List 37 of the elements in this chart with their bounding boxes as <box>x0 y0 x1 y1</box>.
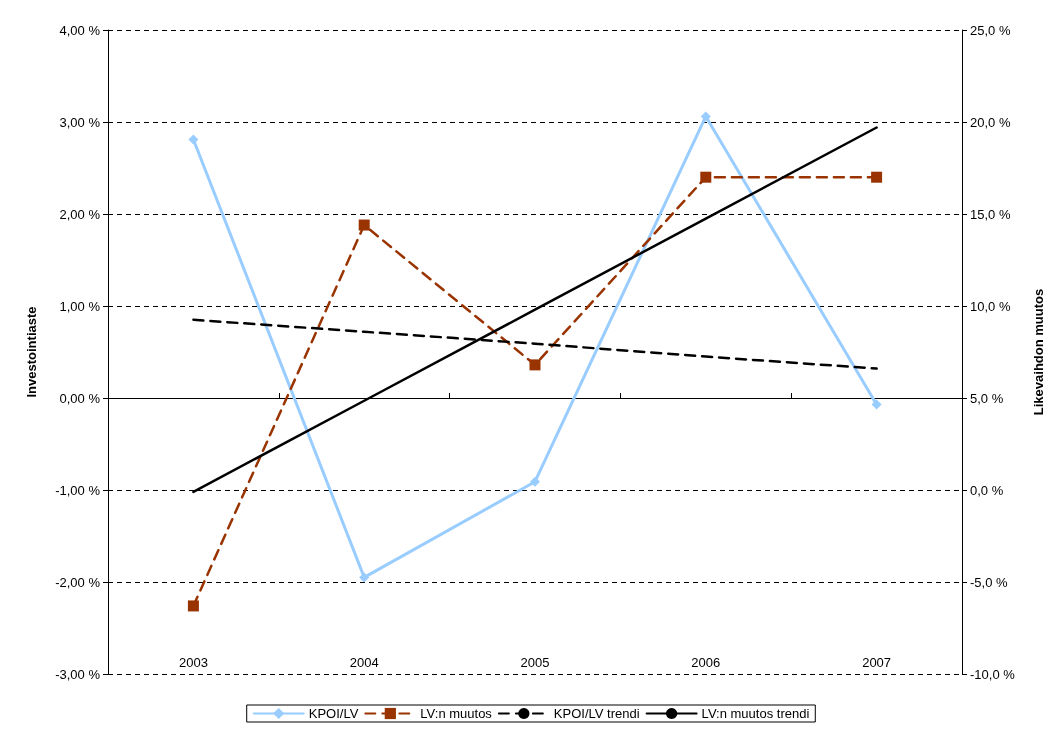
y-axis-title: Investointiaste <box>24 306 39 398</box>
point <box>700 111 711 122</box>
x-tick-label: 2005 <box>520 655 550 670</box>
y-tick-label: 0,00 % <box>59 390 101 406</box>
y2-tick-label: 25,0 % <box>970 22 1011 38</box>
x-tick-label: 2006 <box>691 655 721 670</box>
legend-label: LV:n muutos <box>420 706 493 721</box>
y-tick-label: -2,00 % <box>55 574 101 590</box>
y2-tick-label: -10,0 % <box>970 666 1016 682</box>
y2-tick-label: 0,0 % <box>970 482 1004 498</box>
point <box>871 171 883 183</box>
y-tick-label: -1,00 % <box>55 482 101 498</box>
legend-label: KPOI/LV trendi <box>553 706 640 721</box>
y-tick-label: 2,00 % <box>59 206 101 222</box>
point <box>188 134 199 145</box>
y-tick-label: 4,00 % <box>59 22 101 38</box>
y2-tick-label: 5,0 % <box>970 390 1004 406</box>
point <box>358 219 370 231</box>
y2-tick-label: -5,0 % <box>970 574 1009 590</box>
y-tick-label: 3,00 % <box>59 114 101 130</box>
point <box>359 572 370 583</box>
point <box>871 399 882 410</box>
point <box>187 600 199 612</box>
legend-label: KPOI/LV <box>308 706 359 721</box>
point <box>530 476 540 487</box>
y2-tick-label: 10,0 % <box>970 298 1011 314</box>
y2-tick-label: 20,0 % <box>970 114 1011 130</box>
y2-axis-title: Likevaihdon muutos <box>1031 288 1046 416</box>
y-tick-label: 1,00 % <box>59 298 101 314</box>
y2-tick-label: 15,0 % <box>970 206 1011 222</box>
x-tick-label: 2003 <box>178 655 208 670</box>
legend-label: LV:n muutos trendi <box>701 706 810 721</box>
x-tick-label: 2007 <box>862 655 892 670</box>
x-tick-label: 2004 <box>349 655 379 670</box>
y-tick-label: -3,00 % <box>55 666 101 682</box>
point <box>700 171 712 183</box>
point <box>529 359 541 371</box>
